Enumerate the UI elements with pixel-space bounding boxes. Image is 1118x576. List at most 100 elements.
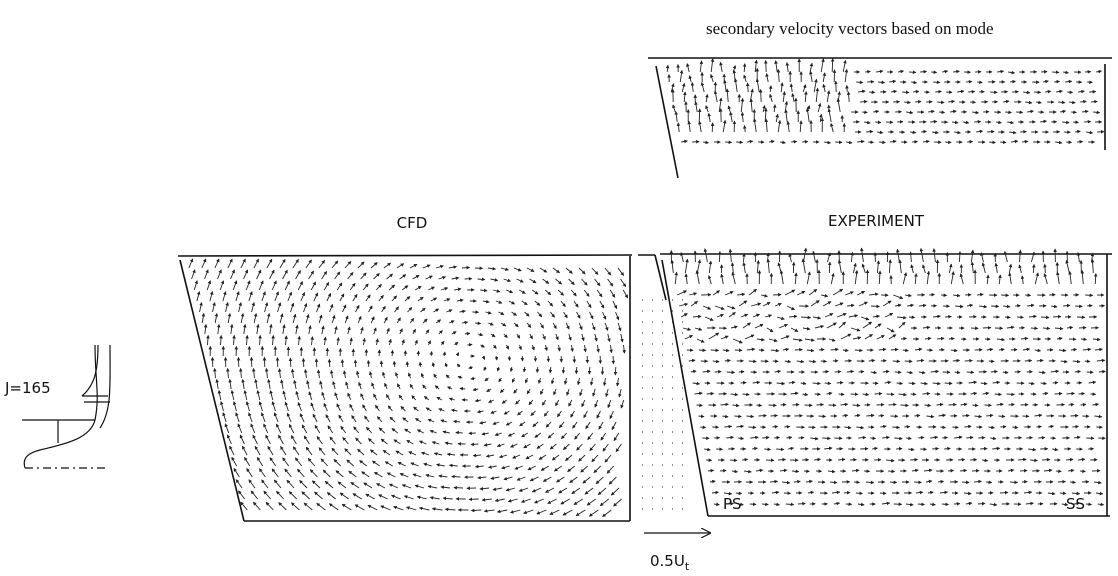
vector <box>880 426 886 427</box>
vector <box>259 335 260 345</box>
vector <box>709 333 719 339</box>
vector <box>374 472 382 477</box>
vector <box>1048 426 1053 427</box>
vector <box>420 362 421 367</box>
vector <box>737 294 745 295</box>
vector <box>410 264 417 268</box>
vector <box>789 316 797 317</box>
vector <box>1095 349 1102 350</box>
vector <box>335 393 338 400</box>
vector <box>1067 393 1075 394</box>
vector <box>434 374 437 378</box>
vector <box>495 499 504 501</box>
vector <box>753 382 760 383</box>
vector <box>569 279 575 285</box>
vector <box>899 394 907 395</box>
vector <box>1005 112 1011 113</box>
vector <box>928 492 933 493</box>
vector <box>578 378 579 385</box>
vector <box>1008 470 1014 471</box>
vector <box>891 91 896 92</box>
vector <box>720 62 722 72</box>
vector <box>296 391 299 400</box>
vector <box>561 433 566 439</box>
vector <box>249 480 255 488</box>
vector <box>1027 305 1034 306</box>
vector <box>366 295 370 301</box>
vector <box>482 499 492 500</box>
vector <box>509 356 510 360</box>
vector <box>557 477 565 482</box>
vector <box>921 248 924 262</box>
vector <box>517 334 520 338</box>
vector <box>1003 306 1010 307</box>
vector <box>729 312 735 317</box>
vector <box>240 435 244 444</box>
vector <box>486 312 492 313</box>
vector <box>330 304 333 312</box>
vector <box>550 510 559 514</box>
vector <box>987 275 988 284</box>
vector <box>1039 372 1046 373</box>
vector <box>851 328 860 331</box>
vector <box>428 341 430 345</box>
vector <box>260 402 263 411</box>
vector <box>409 452 416 455</box>
vector <box>831 123 833 132</box>
vector <box>539 378 541 383</box>
vector <box>906 112 913 113</box>
vector <box>774 105 775 112</box>
vector <box>545 345 546 351</box>
vector <box>938 481 943 482</box>
vector <box>592 268 598 274</box>
vector <box>786 437 791 438</box>
vector <box>818 416 825 417</box>
vector <box>285 336 286 345</box>
vector <box>443 498 453 499</box>
vector <box>266 502 273 510</box>
vector <box>1012 427 1017 428</box>
vector <box>681 141 687 142</box>
vector <box>587 499 596 505</box>
vector <box>604 378 605 386</box>
vector <box>841 404 848 405</box>
vector <box>491 411 497 413</box>
vector <box>524 510 534 513</box>
vector <box>592 323 595 330</box>
vector <box>369 306 373 312</box>
vector <box>818 103 820 112</box>
vector <box>855 350 862 351</box>
vector <box>605 268 611 275</box>
vector <box>814 79 816 92</box>
vector <box>434 309 439 312</box>
vector <box>830 482 837 483</box>
vector <box>839 260 841 273</box>
vector <box>944 448 950 449</box>
vector <box>411 463 419 466</box>
vector <box>789 254 791 262</box>
vector <box>810 63 812 72</box>
vector <box>433 363 434 367</box>
vector <box>723 350 729 351</box>
vector <box>825 383 831 384</box>
vector <box>524 444 531 448</box>
vector <box>962 482 969 483</box>
vector <box>1060 493 1066 494</box>
vector <box>259 469 265 477</box>
vector <box>708 470 713 471</box>
vector <box>294 380 296 389</box>
vector <box>702 83 704 92</box>
vector <box>456 432 463 433</box>
vector <box>424 464 432 466</box>
vector <box>509 301 515 304</box>
vector <box>1075 131 1080 132</box>
vector <box>530 477 538 481</box>
vector <box>889 81 896 82</box>
vector <box>703 306 711 309</box>
vector <box>550 367 551 373</box>
vector <box>783 92 784 102</box>
vector <box>967 305 973 306</box>
vector <box>422 452 429 455</box>
vector <box>519 488 528 491</box>
vector <box>247 402 250 411</box>
